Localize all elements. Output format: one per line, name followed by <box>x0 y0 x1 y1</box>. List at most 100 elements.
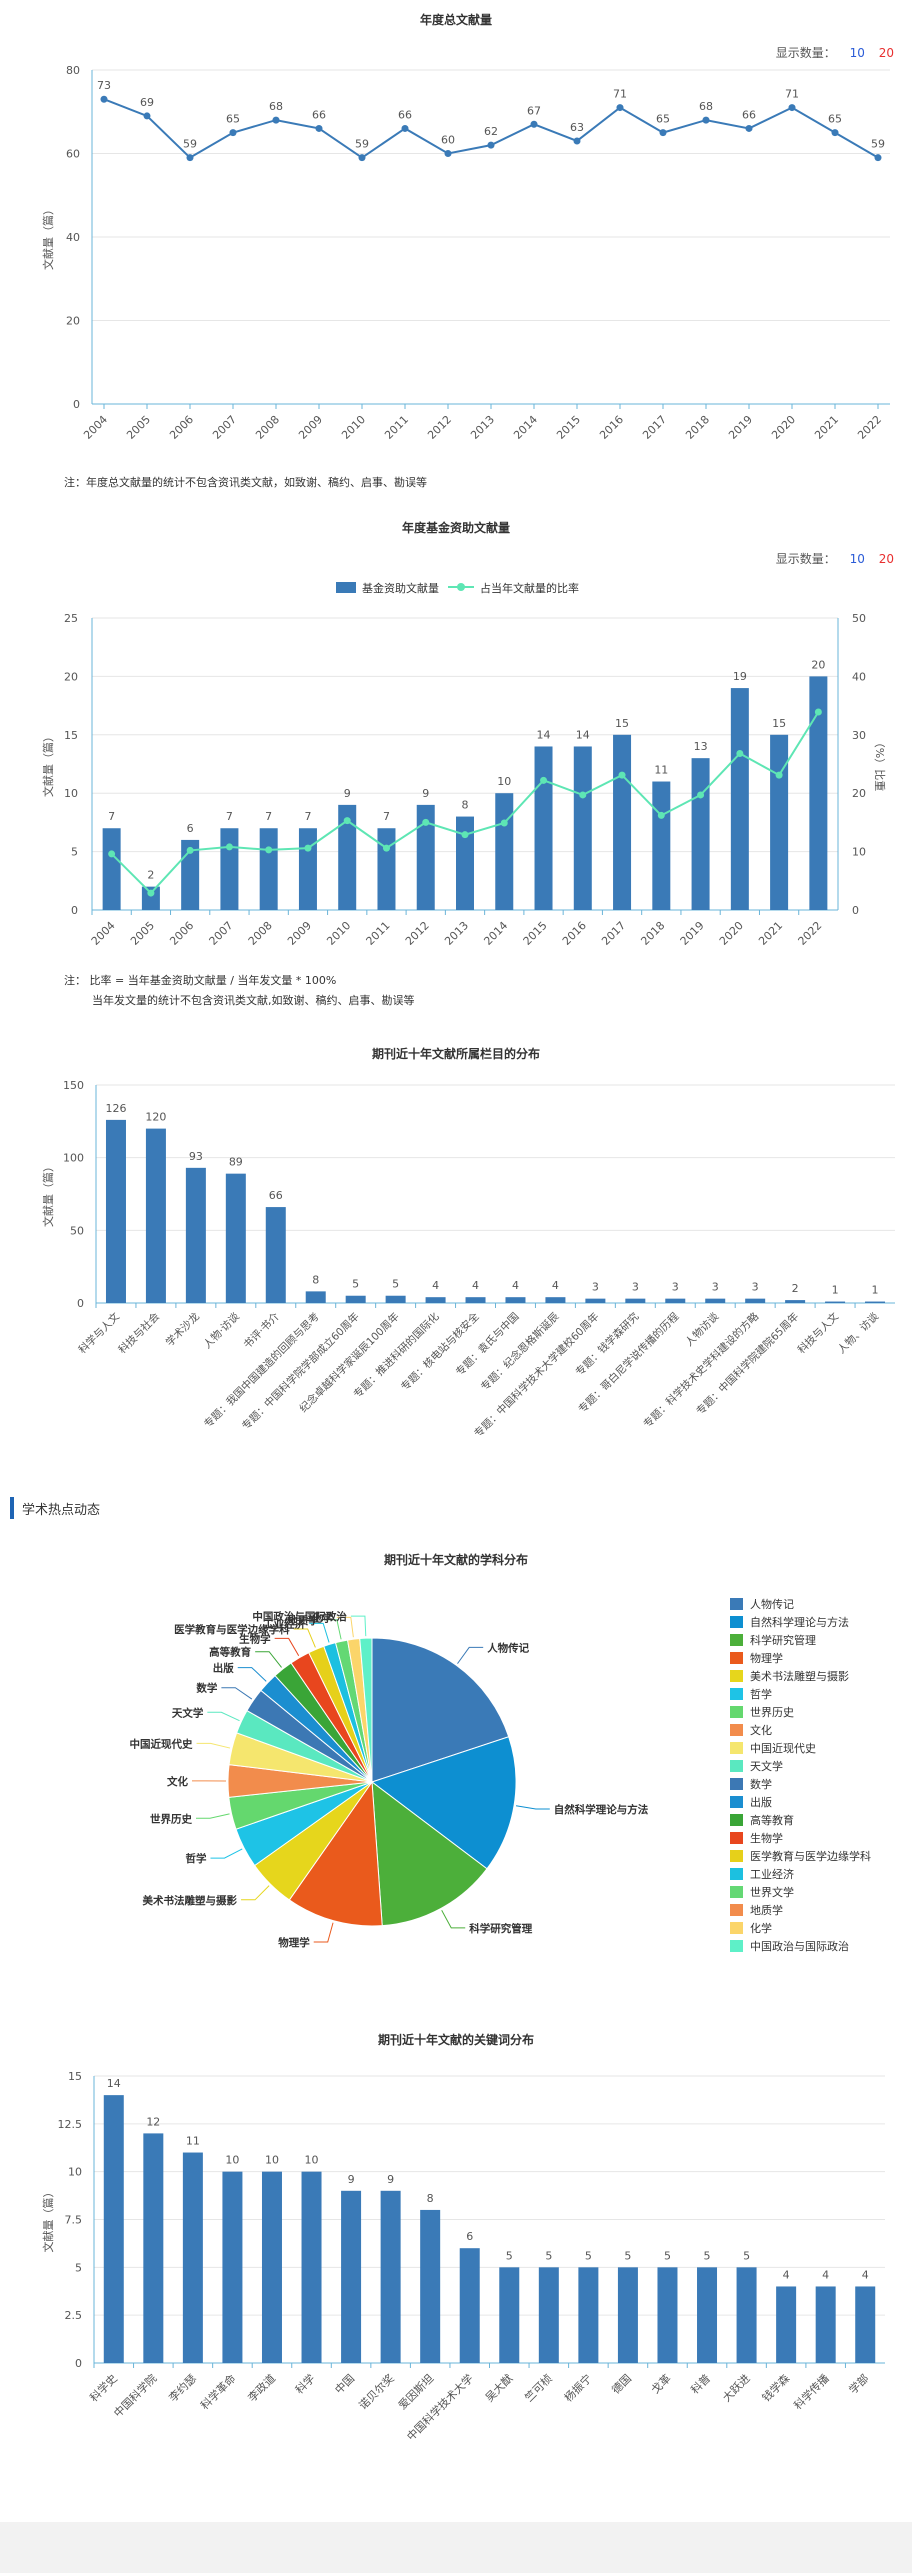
bar-value-label: 3 <box>712 1281 719 1294</box>
bar-value-label: 11 <box>186 2135 200 2148</box>
bar <box>465 1297 486 1303</box>
label-leader <box>237 1667 267 1682</box>
annual-total-panel: 显示数量： 10 20 年度总文献量 0 20 40 60 80 文献量（篇） 73 69 59 6… <box>0 0 912 489</box>
legend-label: 哲学 <box>750 1687 772 1701</box>
bar <box>301 2171 322 2363</box>
label-leader <box>336 1616 354 1638</box>
bar <box>265 1207 286 1303</box>
bar <box>143 2133 164 2363</box>
data-label: 71 <box>785 88 799 101</box>
bar-value-label: 5 <box>352 1278 359 1291</box>
x-tick-label: 2013 <box>468 413 497 442</box>
x-tick-label: 2008 <box>246 919 275 948</box>
show-count-option-20[interactable]: 20 <box>878 552 894 566</box>
chart-title: 年度基金资助文献量 <box>402 520 510 535</box>
bar-value-label: 5 <box>545 2249 552 2262</box>
bar <box>103 2095 124 2363</box>
bar-value-label: 2 <box>792 1282 799 1295</box>
x-tick-label: 2004 <box>81 413 110 442</box>
x-tick-label: 李政道 <box>245 2371 278 2404</box>
y-tick-label: 5 <box>71 846 78 859</box>
section-heading: 学术热点动态 <box>10 1497 100 1519</box>
y-tick-label: 25 <box>64 612 78 625</box>
bar-value-label: 4 <box>822 2268 829 2281</box>
bar-value-label: 5 <box>664 2249 671 2262</box>
bar-value-label: 10 <box>305 2154 319 2167</box>
data-point <box>831 129 839 137</box>
x-tick-label: 2012 <box>425 413 454 442</box>
bar-value-label: 10 <box>265 2154 279 2167</box>
show-count-option-10[interactable]: 10 <box>849 552 865 566</box>
ratio-point <box>422 818 430 826</box>
legend-label: 出版 <box>750 1795 772 1809</box>
bar-value-label: 2 <box>147 869 154 882</box>
bar <box>105 1119 126 1303</box>
ratio-point <box>814 708 822 716</box>
y2-tick-label: 40 <box>852 670 866 683</box>
x-tick-label: 2011 <box>382 413 411 442</box>
label-leader <box>515 1805 550 1810</box>
data-point <box>702 116 710 124</box>
bar <box>456 816 474 910</box>
data-point <box>272 116 280 124</box>
data-label: 65 <box>828 113 842 126</box>
bar-value-label: 19 <box>733 670 747 683</box>
bar-value-label: 4 <box>783 2268 790 2281</box>
bar-value-label: 126 <box>105 1102 126 1115</box>
legend-label: 化学 <box>750 1921 772 1935</box>
bar <box>705 1298 726 1303</box>
bar-value-label: 4 <box>472 1279 479 1292</box>
bar <box>298 828 317 910</box>
legend-swatch <box>730 1868 743 1880</box>
x-tick-label: 2008 <box>253 413 282 442</box>
y-tick-label: 40 <box>66 231 80 244</box>
bar <box>425 1297 446 1303</box>
keyword-dist-chart: 期刊近十年文献的关键词分布 0 2.5 5 7.5 10 12.5 15 文献量（篇） 14 12 1… <box>41 2032 885 2443</box>
legend-swatch <box>730 1616 743 1628</box>
x-tick-label: 2013 <box>442 919 471 948</box>
bar <box>697 2267 718 2363</box>
y-tick-label: 2.5 <box>65 2309 83 2322</box>
bar-value-label: 13 <box>694 740 708 753</box>
ratio-point <box>304 844 312 852</box>
y2-tick-label: 30 <box>852 729 866 742</box>
x-tick-label: 2015 <box>554 413 583 442</box>
bar-value-label: 3 <box>592 1281 599 1294</box>
legend-swatch <box>730 1904 743 1916</box>
slice-label: 人物传记 <box>487 1641 529 1654</box>
bar <box>380 2190 401 2363</box>
ratio-point <box>775 771 783 779</box>
bar-value-label: 14 <box>576 728 590 741</box>
ratio-point <box>500 819 508 827</box>
bar <box>730 688 749 910</box>
bar <box>377 828 396 910</box>
annual-total-chart: 年度总文献量 0 20 40 60 80 文献量（篇） 73 69 59 65 68 66 59 66 60 6… <box>41 12 890 442</box>
data-point <box>616 104 624 112</box>
chart-title: 期刊近十年文献的关键词分布 <box>378 2032 534 2047</box>
x-tick-label: 书评·书介 <box>241 1310 282 1351</box>
ratio-point <box>697 791 705 799</box>
y-tick-label: 12.5 <box>58 2118 83 2131</box>
legend-label: 科学研究管理 <box>750 1633 816 1647</box>
bar-value-label: 120 <box>145 1111 166 1124</box>
bar-value-label: 20 <box>811 658 825 671</box>
y-tick-label: 5 <box>75 2261 82 2274</box>
bar-value-label: 5 <box>624 2249 631 2262</box>
y-tick-label: 20 <box>64 670 78 683</box>
bar-value-label: 5 <box>392 1278 399 1291</box>
bar <box>222 2171 243 2363</box>
x-tick-label: 2018 <box>638 919 667 948</box>
bar-value-label: 9 <box>348 2173 355 2186</box>
show-count-option-10[interactable]: 10 <box>849 46 865 60</box>
bar <box>345 1295 366 1303</box>
show-count-option-20[interactable]: 20 <box>878 46 894 60</box>
legend-swatch <box>730 1886 743 1898</box>
data-point <box>100 95 108 103</box>
bar-value-label: 93 <box>189 1150 203 1163</box>
slice-label: 哲学 <box>185 1852 206 1865</box>
bar <box>657 2267 678 2363</box>
x-tick-label: 2007 <box>210 413 239 442</box>
bar-value-label: 14 <box>537 728 551 741</box>
legend-label: 数学 <box>750 1777 772 1791</box>
